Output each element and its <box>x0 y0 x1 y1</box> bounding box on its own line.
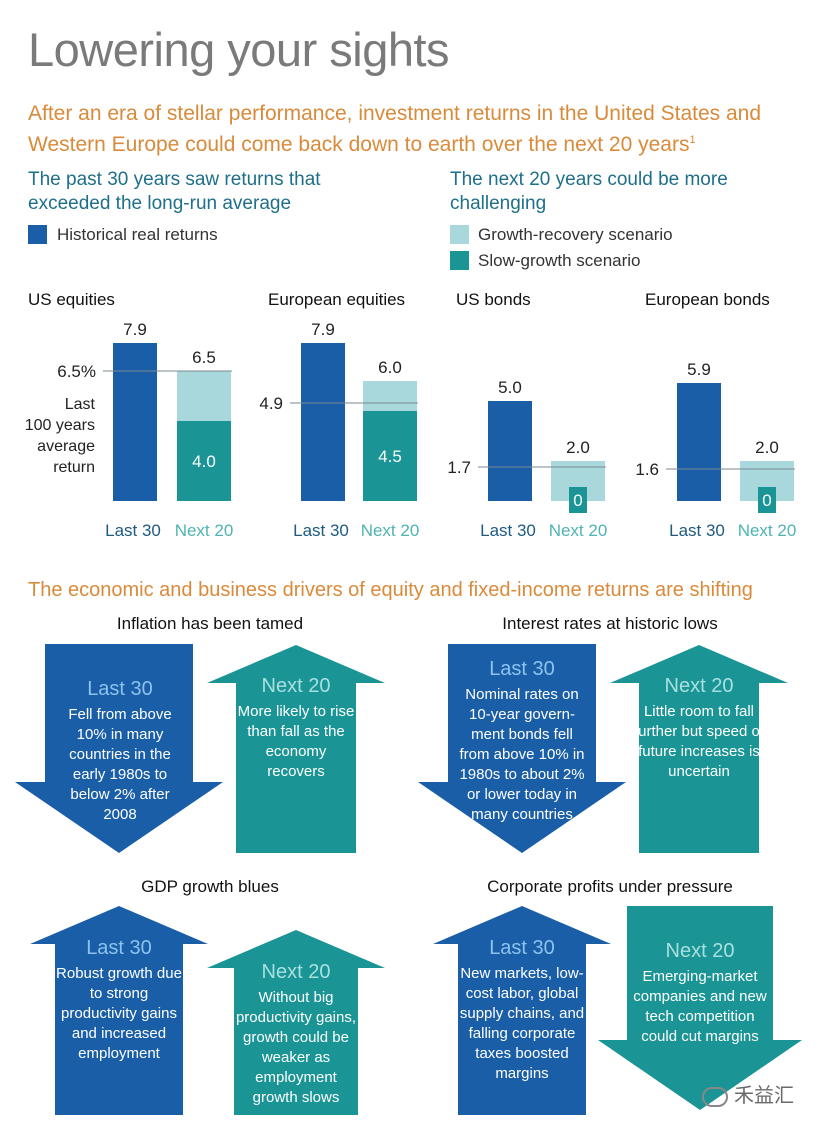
avg-label-us-bonds: 1.7 <box>447 458 471 477</box>
xlabel-last30-european-bonds: Last 30 <box>669 521 725 540</box>
legend-label-historical: Historical real returns <box>57 225 218 244</box>
bar-charts: US equities 7.9 6.5 4.0 6.5% Last 30 Next 20 Eu… <box>25 290 797 540</box>
bar-last30-european-bonds <box>677 383 721 501</box>
legend-swatch-slow-growth <box>450 251 469 270</box>
page-title: Lowering your sights <box>28 23 450 76</box>
right-heading: The next 20 years could be more challeng… <box>450 169 728 214</box>
driver-gdp-last30-text: Robust growth due to strong productivity… <box>56 965 182 1062</box>
bar-last30-european-equities <box>301 343 345 501</box>
arrow-down-inflation-last30 <box>15 644 223 853</box>
driver-profits-last30-label: Last 30 <box>489 937 555 959</box>
avg-label-european-bonds: 1.6 <box>635 460 659 479</box>
avg-note-line-2: average <box>37 438 95 455</box>
driver-interest-last30-text: Nominal rates on 10-year govern-ment bon… <box>459 686 585 823</box>
driver-inflation-last30-text: Fell from above 10% in many countries in… <box>68 706 172 823</box>
legend-swatch-historical <box>28 225 47 244</box>
driver-profits-last30-text: New markets, low-cost labor, global supp… <box>459 965 585 1082</box>
watermark: 禾益汇 <box>702 1079 794 1108</box>
avg-label-us-equities: 6.5% <box>57 362 96 381</box>
driver-profits-next20-label: Next 20 <box>665 940 735 962</box>
xlabel-last30-us-equities: Last 30 <box>105 521 161 540</box>
driver-interest-next20-text: Little room to fall further but speed of… <box>633 703 765 780</box>
value-next20-growth-us-equities: 6.5 <box>192 348 216 367</box>
bar-last30-us-equities <box>113 343 157 501</box>
bar-next20-slow-european-bonds <box>758 487 776 513</box>
arrow-up-inflation-next20 <box>207 645 385 853</box>
driver-title-interest-rates: Interest rates at historic lows <box>502 614 718 633</box>
bar-next20-slow-us-bonds <box>569 487 587 513</box>
xlabel-next20-european-bonds: Next 20 <box>738 521 797 540</box>
value-next20-slow-european-bonds: 0 <box>762 491 771 510</box>
subtitle-footnote: 1 <box>689 134 696 146</box>
legend-swatch-growth-recovery <box>450 225 469 244</box>
chart-title-us-bonds: US bonds <box>456 290 531 309</box>
xlabel-next20-us-bonds: Next 20 <box>549 521 608 540</box>
driver-gdp-next20-label: Next 20 <box>261 961 331 983</box>
driver-interest-next20: Next 20 Little room to fall further but … <box>630 675 768 782</box>
xlabel-last30-us-bonds: Last 30 <box>480 521 536 540</box>
arrow-up-interest-next20 <box>610 645 788 853</box>
drivers-heading: The economic and business drivers of equ… <box>28 579 753 601</box>
chart-title-european-bonds: European bonds <box>645 290 770 309</box>
bar-next20-slow-us-equities <box>177 421 231 501</box>
arrow-up-gdp-next20 <box>207 930 385 1115</box>
xlabel-last30-european-equities: Last 30 <box>293 521 349 540</box>
driver-profits-last30: Last 30 New markets, low-cost labor, glo… <box>455 937 589 1084</box>
value-next20-slow-european-equities: 4.5 <box>378 447 402 466</box>
driver-interest-last30: Last 30 Nominal rates on 10-year govern-… <box>455 658 589 825</box>
legend-label-slow-growth: Slow-growth scenario <box>478 251 641 270</box>
watermark-text: 禾益汇 <box>734 1085 794 1107</box>
legend-label-growth-recovery: Growth-recovery scenario <box>478 225 673 244</box>
driver-gdp-next20-text: Without big productivity gains, growth c… <box>235 989 357 1106</box>
value-last30-us-equities: 7.9 <box>123 320 147 339</box>
avg-note-line-0: Last <box>65 396 96 413</box>
chart-title-european-equities: European equities <box>268 290 405 309</box>
driver-title-profits: Corporate profits under pressure <box>487 877 733 896</box>
avg-note-line-1: 100 years <box>25 417 95 434</box>
value-next20-slow-us-bonds: 0 <box>573 491 582 510</box>
arrow-up-gdp-last30 <box>30 906 208 1115</box>
driver-profits-next20-text: Emerging-market companies and new tech c… <box>633 968 767 1045</box>
driver-title-inflation: Inflation has been tamed <box>116 614 304 633</box>
value-last30-us-bonds: 5.0 <box>498 378 522 397</box>
watermark-icon <box>702 1086 728 1107</box>
chart-title-us-equities: US equities <box>28 290 115 309</box>
subtitle-text: After an era of stellar performance, inv… <box>28 102 762 156</box>
value-next20-growth-european-equities: 6.0 <box>378 358 402 377</box>
value-next20-growth-european-bonds: 2.0 <box>755 438 779 457</box>
driver-gdp-last30: Last 30 Robust growth due to strong prod… <box>52 937 186 1064</box>
arrow-down-profits-next20 <box>598 906 802 1110</box>
value-next20-slow-us-equities: 4.0 <box>192 452 216 471</box>
driver-inflation-last30-label: Last 30 <box>87 678 153 700</box>
value-last30-european-equities: 7.9 <box>311 320 335 339</box>
driver-gdp-next20: Next 20 Without big productivity gains, … <box>234 961 358 1108</box>
value-next20-growth-us-bonds: 2.0 <box>566 438 590 457</box>
driver-title-gdp: GDP growth blues <box>141 877 279 896</box>
xlabel-next20-european-equities: Next 20 <box>361 521 420 540</box>
xlabel-next20-us-equities: Next 20 <box>175 521 234 540</box>
value-last30-european-bonds: 5.9 <box>687 360 711 379</box>
driver-profits-next20: Next 20 Emerging-market companies and ne… <box>632 940 768 1047</box>
avg-label-european-equities: 4.9 <box>259 394 283 413</box>
driver-inflation-next20: Next 20 More likely to rise than fall as… <box>236 675 356 782</box>
avg-note-line-3: return <box>53 459 95 476</box>
driver-interest-last30-label: Last 30 <box>489 658 555 680</box>
bar-last30-us-bonds <box>488 401 532 501</box>
driver-inflation-last30: Last 30 Fell from above 10% in many coun… <box>55 678 185 825</box>
arrow-down-interest-last30 <box>418 644 626 853</box>
driver-inflation-next20-text: More likely to rise than fall as the eco… <box>237 703 355 780</box>
left-heading: The past 30 years saw returns that excee… <box>28 169 321 214</box>
driver-gdp-last30-label: Last 30 <box>86 937 152 959</box>
driver-interest-next20-label: Next 20 <box>664 675 734 697</box>
arrow-up-profits-last30 <box>433 906 611 1115</box>
bar-next20-slow-european-equities <box>363 411 417 501</box>
page-subtitle: After an era of stellar performance, inv… <box>28 100 808 158</box>
driver-inflation-next20-label: Next 20 <box>261 675 331 697</box>
